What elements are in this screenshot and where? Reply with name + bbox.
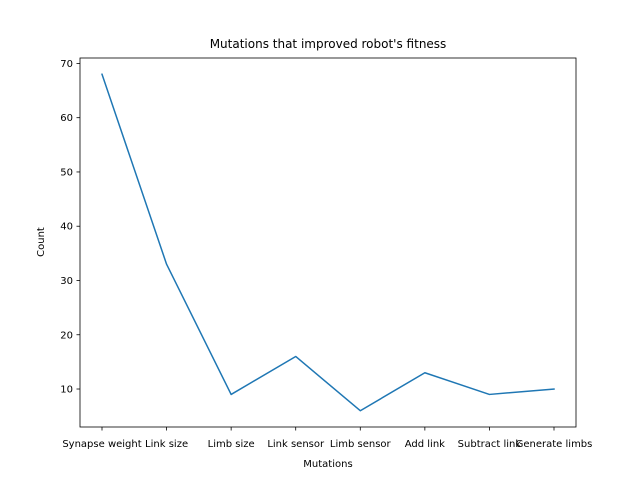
x-tick-label: Limb size (208, 439, 255, 450)
y-tick-label: 70 (60, 59, 73, 70)
x-tick-label: Limb sensor (330, 439, 392, 450)
plot-frame (79, 57, 577, 428)
y-axis-label: Count (36, 227, 47, 257)
x-tick-label: Synapse weight (62, 439, 141, 450)
x-tick-label: Add link (405, 439, 445, 450)
x-tick-label: Link size (145, 439, 188, 450)
y-tick-label: 40 (60, 222, 73, 233)
x-tick-label: Generate limbs (516, 439, 593, 450)
y-tick-label: 10 (60, 385, 73, 396)
series-line (101, 73, 555, 412)
plot-area: 10 20 30 40 50 60 70 Synapse weight Link size Lim… (60, 59, 592, 450)
chart-title: Mutations that improved robot's fitness (210, 37, 447, 51)
y-tick-label: 30 (60, 276, 73, 287)
x-tick-label: Link sensor (267, 439, 325, 450)
y-tick-label: 50 (60, 167, 73, 178)
x-axis-label: Mutations (303, 459, 352, 470)
y-tick-label: 20 (60, 330, 73, 341)
y-tick-label: 60 (60, 113, 73, 124)
x-tick-label: Subtract link (458, 439, 522, 450)
